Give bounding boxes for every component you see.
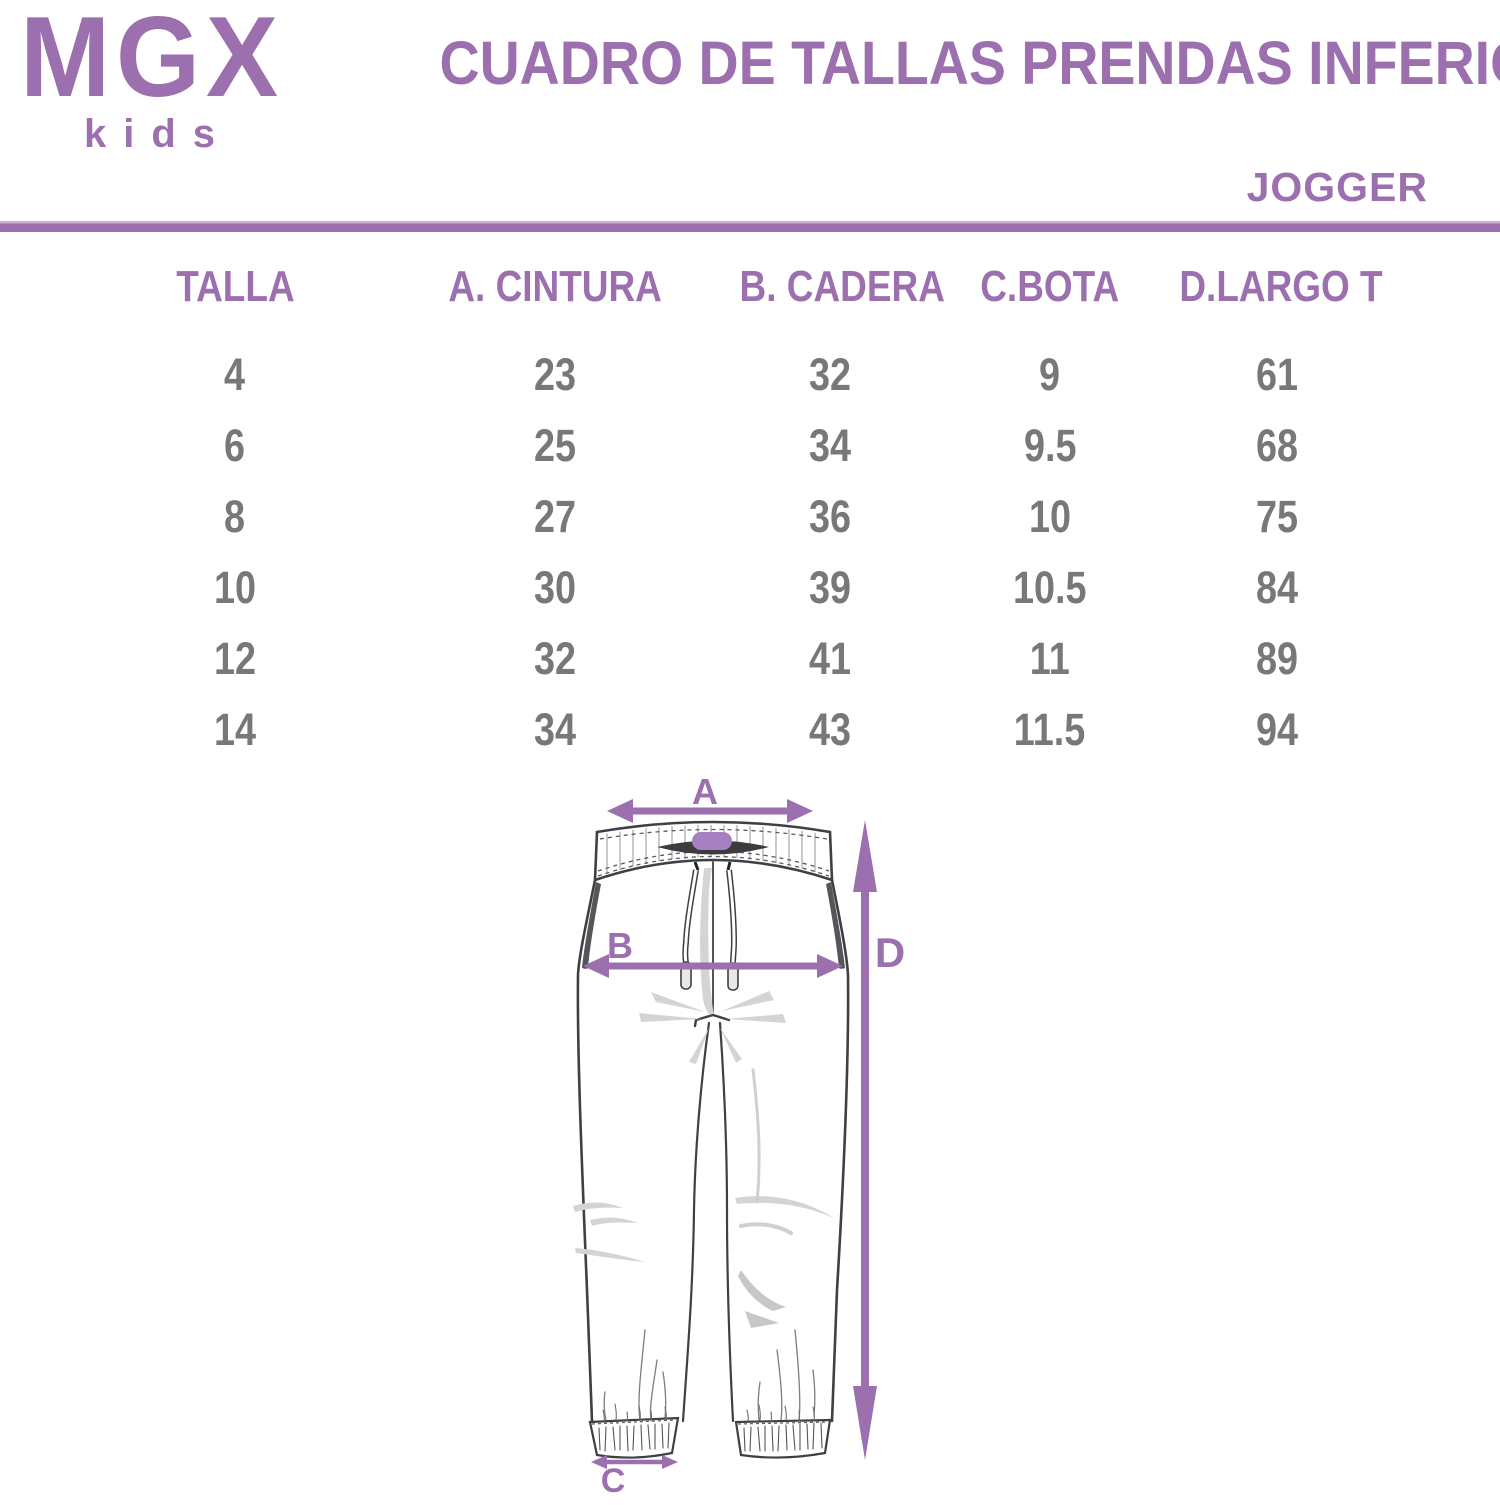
cuff-creases bbox=[603, 1329, 816, 1421]
brand-logo-main: MGX bbox=[20, 0, 284, 121]
table-row: 12 32 41 11 89 bbox=[80, 623, 1394, 694]
cell-talla: 12 bbox=[213, 632, 257, 684]
col-header-talla: TALLA bbox=[175, 262, 295, 311]
page-title: CUADRO DE TALLAS PRENDAS INFERIORES bbox=[439, 29, 1500, 97]
cell-cadera: 43 bbox=[808, 703, 852, 755]
col-header-largo: D.LARGO T bbox=[1179, 262, 1383, 311]
label-d: D bbox=[875, 929, 905, 976]
side-seam-shading bbox=[582, 882, 845, 969]
cell-cadera: 36 bbox=[808, 490, 852, 542]
cell-bota: 9 bbox=[1039, 348, 1061, 400]
header-divider bbox=[0, 221, 1500, 232]
cell-cadera: 34 bbox=[808, 419, 852, 471]
pants-outline bbox=[576, 861, 850, 1423]
cell-cintura: 27 bbox=[533, 490, 577, 542]
cell-cintura: 32 bbox=[533, 632, 577, 684]
label-b: B bbox=[607, 925, 633, 966]
cell-cadera: 32 bbox=[808, 348, 852, 400]
cell-talla: 14 bbox=[213, 703, 257, 755]
col-header-cadera: B. CADERA bbox=[739, 262, 945, 311]
table-row: 14 34 43 11.5 94 bbox=[80, 694, 1394, 765]
table-row: 10 30 39 10.5 84 bbox=[80, 552, 1394, 623]
garment-label: JOGGER bbox=[1246, 164, 1428, 210]
cuffs bbox=[588, 1403, 832, 1459]
cell-talla: 10 bbox=[213, 561, 257, 613]
cell-cintura: 25 bbox=[533, 419, 577, 471]
table-row: 4 23 32 9 61 bbox=[80, 339, 1394, 410]
size-table-header-row: TALLA A. CINTURA B. CADERA C.BOTA D.LARG… bbox=[80, 262, 1394, 312]
cell-bota: 11.5 bbox=[1014, 703, 1086, 755]
table-row: 6 25 34 9.5 68 bbox=[80, 410, 1394, 481]
cell-largo: 84 bbox=[1255, 561, 1299, 613]
measure-arrow-a: A bbox=[607, 771, 813, 823]
cell-cintura: 34 bbox=[533, 703, 577, 755]
waistband bbox=[593, 820, 834, 882]
jogger-technical-drawing: A B D C bbox=[545, 770, 945, 1500]
measure-arrow-c: C bbox=[591, 1455, 678, 1500]
wrinkle-shading bbox=[573, 868, 834, 1328]
cell-bota: 10.5 bbox=[1013, 561, 1087, 613]
wrinkle-lines bbox=[739, 1068, 793, 1235]
cell-talla: 6 bbox=[224, 419, 246, 471]
size-table: TALLA A. CINTURA B. CADERA C.BOTA D.LARG… bbox=[80, 262, 1394, 765]
cell-largo: 61 bbox=[1255, 348, 1299, 400]
col-header-cintura: A. CINTURA bbox=[448, 262, 662, 311]
cell-cadera: 39 bbox=[808, 561, 852, 613]
col-header-bota: C.BOTA bbox=[980, 262, 1120, 311]
cell-talla: 4 bbox=[224, 348, 246, 400]
drawstrings bbox=[680, 869, 739, 991]
brand-logo-sub: kids bbox=[84, 112, 233, 157]
cell-cintura: 23 bbox=[533, 348, 577, 400]
cell-largo: 89 bbox=[1255, 632, 1299, 684]
brand-logo: MGX kids bbox=[20, 0, 298, 157]
measure-arrow-b: B bbox=[583, 925, 843, 978]
table-row: 8 27 36 10 75 bbox=[80, 481, 1394, 552]
measure-arrow-d: D bbox=[853, 820, 905, 1460]
cell-cadera: 41 bbox=[808, 632, 852, 684]
cell-bota: 9.5 bbox=[1023, 419, 1077, 471]
cell-largo: 94 bbox=[1255, 703, 1299, 755]
cell-talla: 8 bbox=[224, 490, 246, 542]
cell-bota: 10 bbox=[1028, 490, 1072, 542]
jogger-sketch-svg: A B D C bbox=[573, 771, 905, 1500]
cell-largo: 75 bbox=[1255, 490, 1299, 542]
cell-cintura: 30 bbox=[533, 561, 577, 613]
cell-bota: 11 bbox=[1030, 632, 1070, 684]
brand-tag bbox=[692, 832, 732, 850]
label-c: C bbox=[601, 1462, 626, 1500]
label-a: A bbox=[692, 771, 718, 812]
cell-largo: 68 bbox=[1255, 419, 1299, 471]
